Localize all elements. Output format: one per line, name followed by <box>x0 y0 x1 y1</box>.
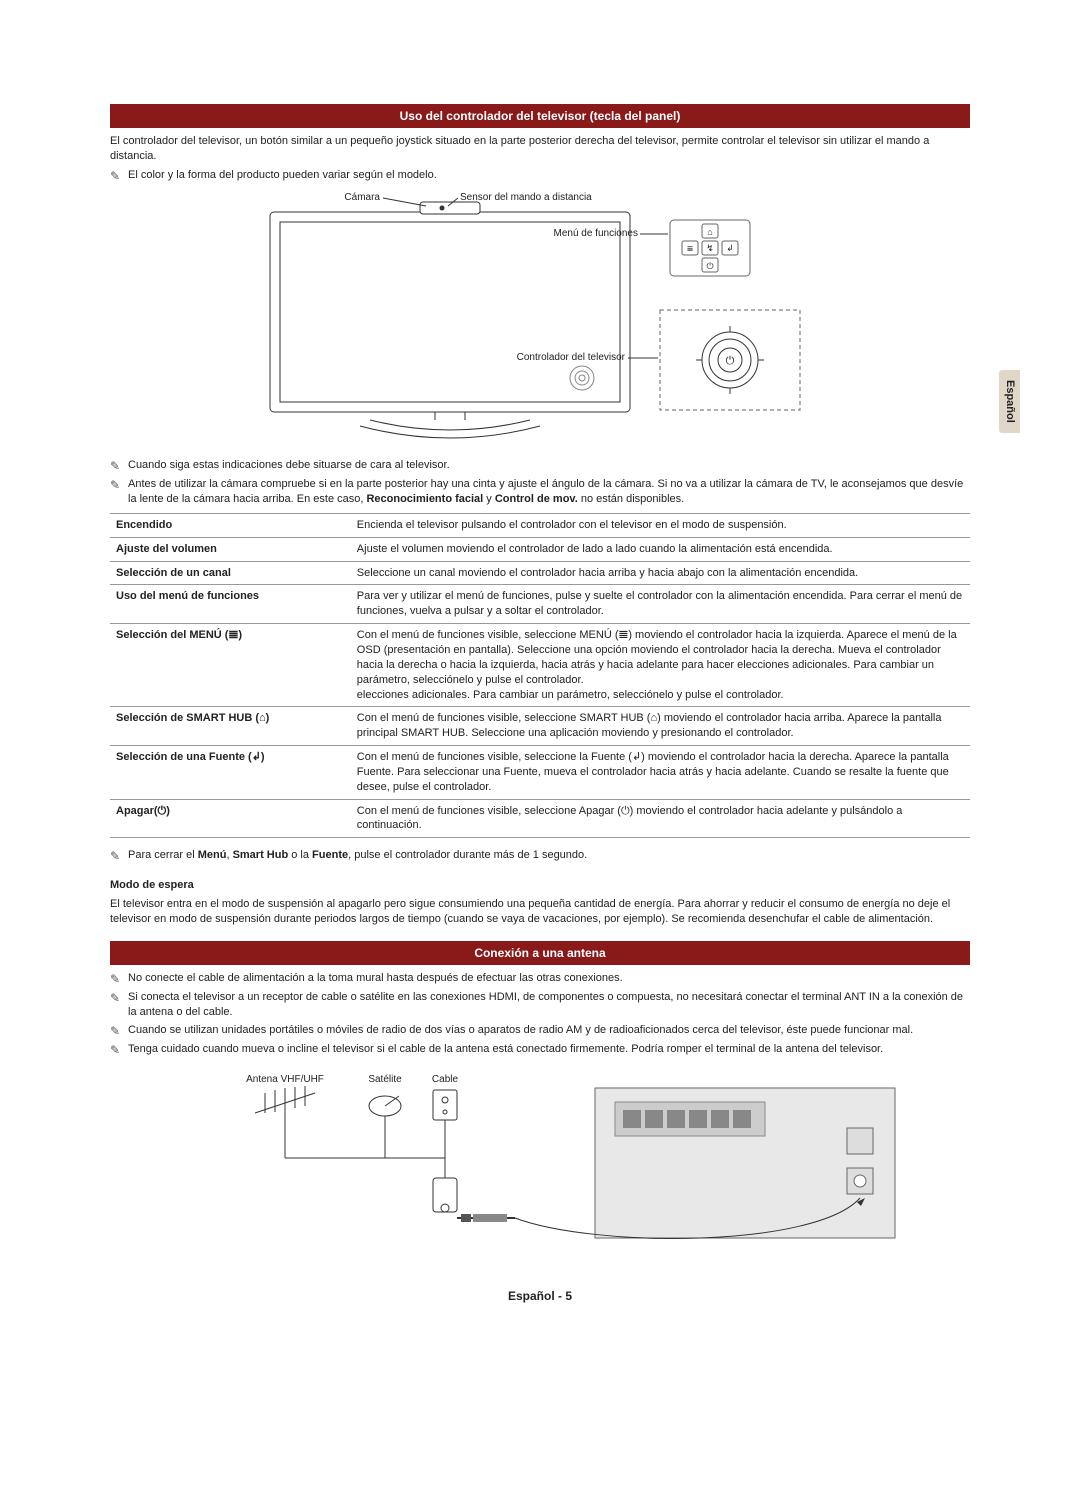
cell-val: Con el menú de funciones visible, selecc… <box>351 707 970 746</box>
language-tab: Español <box>999 370 1020 433</box>
note-icon: ✎ <box>110 1023 128 1039</box>
note-icon: ✎ <box>110 990 128 1006</box>
note-text: Si conecta el televisor a un receptor de… <box>128 990 970 1020</box>
standby-heading: Modo de espera <box>110 878 970 893</box>
note-camera-tape: ✎ Antes de utilizar la cámara compruebe … <box>110 477 970 507</box>
label-sensor: Sensor del mando a distancia <box>460 192 592 203</box>
note-ant-1: ✎No conecte el cable de alimentación a l… <box>110 971 970 987</box>
cell-val: Para ver y utilizar el menú de funciones… <box>351 585 970 624</box>
txt: Para cerrar el <box>128 849 198 861</box>
functions-table: EncendidoEncienda el televisor pulsando … <box>110 513 970 838</box>
cell-val: Ajuste el volumen moviendo el controlado… <box>351 537 970 561</box>
cell-val: Con el menú de funciones visible, selecc… <box>351 746 970 800</box>
note-ant-2: ✎Si conecta el televisor a un receptor d… <box>110 990 970 1020</box>
txt: no están disponibles. <box>578 493 684 505</box>
note-face-tv: ✎ Cuando siga estas indicaciones debe si… <box>110 458 970 474</box>
cell-val: Seleccione un canal moviendo el controla… <box>351 561 970 585</box>
table-row: Ajuste del volumenAjuste el volumen movi… <box>110 537 970 561</box>
txt: o la <box>288 849 312 861</box>
cell-val: Encienda el televisor pulsando el contro… <box>351 513 970 537</box>
section1-intro: El controlador del televisor, un botón s… <box>110 134 970 164</box>
note-icon: ✎ <box>110 848 128 864</box>
table-row: Selección de una Fuente (↲)Con el menú d… <box>110 746 970 800</box>
cell-val: Con el menú de funciones visible, selecc… <box>351 799 970 838</box>
cell-key: Selección del MENÚ (𝌆) <box>110 624 351 707</box>
antenna-diagram: Antena VHF/UHF Satélite Cable <box>110 1068 970 1268</box>
table-row: Selección del MENÚ (𝌆)Con el menú de fun… <box>110 624 970 707</box>
cell-key: Selección de un canal <box>110 561 351 585</box>
label-antenna: Antena VHF/UHF <box>246 1074 324 1085</box>
note-icon: ✎ <box>110 477 128 493</box>
txt-bold: Control de mov. <box>495 493 578 505</box>
svg-text:↯: ↯ <box>706 243 714 253</box>
cell-val: Con el menú de funciones visible, selecc… <box>351 624 970 707</box>
note-text: Cuando se utilizan unidades portátiles o… <box>128 1023 970 1038</box>
note-text: Cuando siga estas indicaciones debe situ… <box>128 458 970 473</box>
note-text: Antes de utilizar la cámara compruebe si… <box>128 477 970 507</box>
txt-bold: Fuente <box>312 849 348 861</box>
note-close-menu: ✎ Para cerrar el Menú, Smart Hub o la Fu… <box>110 848 970 864</box>
section2-header: Conexión a una antena <box>110 941 970 965</box>
standby-body: El televisor entra en el modo de suspens… <box>110 897 970 927</box>
svg-text:⏻: ⏻ <box>726 355 735 367</box>
label-camera: Cámara <box>344 192 380 203</box>
txt-bold: Menú <box>198 849 227 861</box>
table-row: Selección de un canalSeleccione un canal… <box>110 561 970 585</box>
note-text: Tenga cuidado cuando mueva o incline el … <box>128 1042 970 1057</box>
txt: , pulse el controlador durante más de 1 … <box>348 849 587 861</box>
page-footer: Español - 5 <box>110 1288 970 1304</box>
note-ant-3: ✎Cuando se utilizan unidades portátiles … <box>110 1023 970 1039</box>
cell-key: Selección de una Fuente (↲) <box>110 746 351 800</box>
note-icon: ✎ <box>110 458 128 474</box>
note-icon: ✎ <box>110 168 128 184</box>
table-row: Selección de SMART HUB (⌂)Con el menú de… <box>110 707 970 746</box>
note-text: Para cerrar el Menú, Smart Hub o la Fuen… <box>128 848 970 863</box>
cell-key: Selección de SMART HUB (⌂) <box>110 707 351 746</box>
svg-text:↲: ↲ <box>726 243 734 253</box>
note-ant-4: ✎Tenga cuidado cuando mueva o incline el… <box>110 1042 970 1058</box>
svg-text:⌂: ⌂ <box>707 227 712 237</box>
table-row: Uso del menú de funcionesPara ver y util… <box>110 585 970 624</box>
tv-diagram: Cámara Sensor del mando a distancia Menú… <box>110 192 970 452</box>
svg-text:⏻: ⏻ <box>706 261 713 271</box>
label-func-menu: Menú de funciones <box>553 228 638 239</box>
table-row: EncendidoEncienda el televisor pulsando … <box>110 513 970 537</box>
cell-key: Uso del menú de funciones <box>110 585 351 624</box>
label-tv-controller: Controlador del televisor <box>517 352 626 363</box>
cell-key: Ajuste del volumen <box>110 537 351 561</box>
note-text: No conecte el cable de alimentación a la… <box>128 971 970 986</box>
txt: y <box>483 493 495 505</box>
txt-bold: Reconocimiento facial <box>366 493 483 505</box>
label-satellite: Satélite <box>368 1074 402 1085</box>
txt-bold: Smart Hub <box>233 849 289 861</box>
svg-text:𝌆: 𝌆 <box>687 246 693 253</box>
section1-header: Uso del controlador del televisor (tecla… <box>110 104 970 128</box>
label-cable: Cable <box>432 1074 459 1085</box>
note-text: El color y la forma del producto pueden … <box>128 168 970 183</box>
note-icon: ✎ <box>110 1042 128 1058</box>
note-model-vary: ✎ El color y la forma del producto puede… <box>110 168 970 184</box>
cell-key: Apagar(⏻) <box>110 799 351 838</box>
note-icon: ✎ <box>110 971 128 987</box>
table-row: Apagar(⏻)Con el menú de funciones visibl… <box>110 799 970 838</box>
cell-key: Encendido <box>110 513 351 537</box>
